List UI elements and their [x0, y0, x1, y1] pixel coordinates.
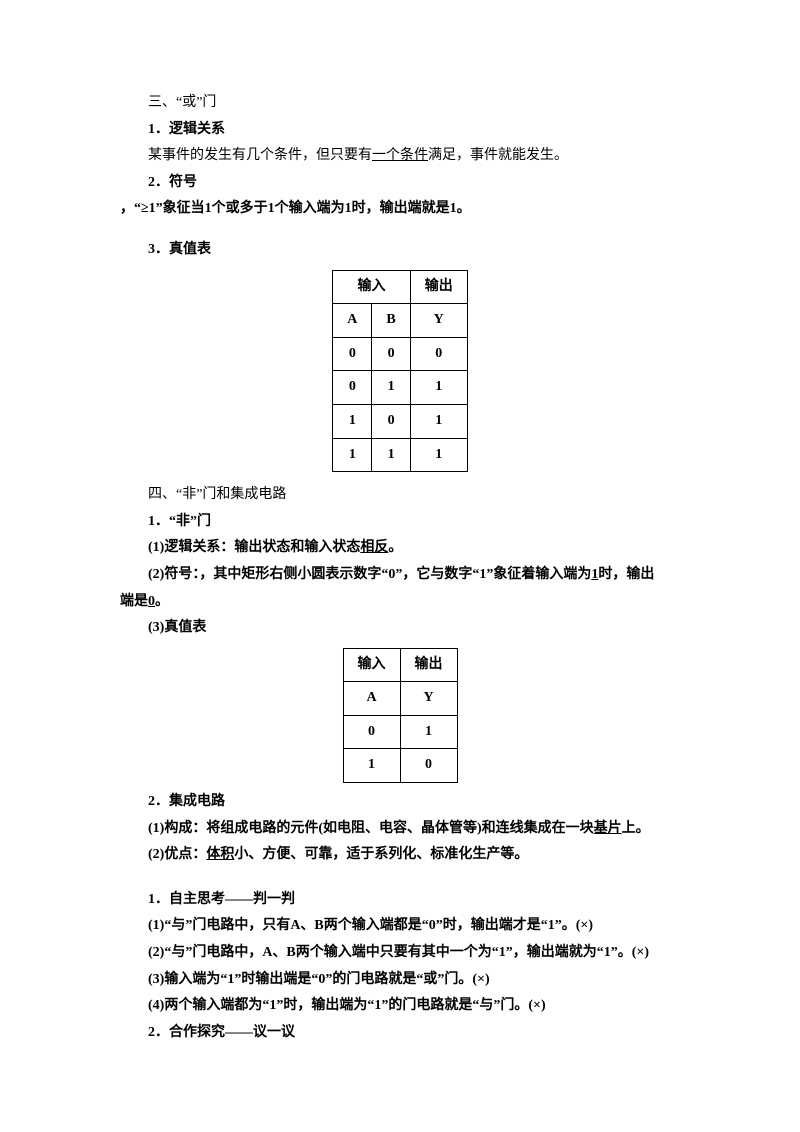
cell: 0	[333, 337, 372, 371]
underline-text: 0	[148, 594, 155, 609]
text: 。	[155, 594, 169, 609]
underline-text: 体积	[206, 847, 234, 862]
text: 满足，事件就能发生。	[428, 148, 568, 163]
s3-h2-para: ，“≥1”象征当1个或多于1个输入端为1时，输出端就是1。	[120, 196, 680, 223]
cell: 0	[400, 749, 457, 783]
exercise-q3: (3)输入端为“1”时输出端是“0”的门电路就是“或”门。(×)	[120, 967, 680, 994]
cell: 0	[372, 337, 410, 371]
text: 。	[388, 540, 402, 555]
text: 端是	[120, 594, 148, 609]
s4-h1: 1．“非”门	[120, 509, 680, 536]
section-3-title: 三、“或”门	[120, 90, 680, 117]
exercise-q1: (1)“与”门电路中，只有A、B两个输入端都是“0”时，输出端才是“1”。(×)	[120, 913, 680, 940]
cell: 1	[333, 404, 372, 438]
underline-text: 相反	[360, 540, 388, 555]
s4-h2: 2．集成电路	[120, 789, 680, 816]
s3-h1: 1．逻辑关系	[120, 117, 680, 144]
cell: 1	[410, 404, 467, 438]
s3-h3: 3．真值表	[120, 237, 680, 264]
s3-h2: 2．符号	[120, 170, 680, 197]
th-output: 输出	[410, 270, 467, 304]
th-input: 输入	[343, 648, 400, 682]
s4-p2b: 端是0。	[120, 589, 680, 616]
underline-text: 一个条件	[372, 148, 428, 163]
cell: 0	[343, 715, 400, 749]
th-a: A	[343, 682, 400, 716]
text: (2)符号：，其中矩形右侧小圆表示数字“0”，它与数字“1”象征着输入端为	[148, 567, 591, 582]
cell: 1	[372, 438, 410, 472]
cell: 0	[372, 404, 410, 438]
or-gate-truth-table: 输入 输出 A B Y 000 011 101 111	[332, 270, 467, 473]
exercise-h2: 2．合作探究——议一议	[120, 1020, 680, 1047]
text: (2)优点：	[148, 847, 206, 862]
th-input: 输入	[333, 270, 410, 304]
text: (1)构成：将组成电路的元件(如电阻、电容、晶体管等)和连线集成在一块	[148, 821, 594, 836]
cell: 1	[343, 749, 400, 783]
s4-p2: (2)符号：，其中矩形右侧小圆表示数字“0”，它与数字“1”象征着输入端为1时，…	[120, 562, 680, 589]
text: 某事件的发生有几个条件，但只要有	[148, 148, 372, 163]
cell: 0	[410, 337, 467, 371]
cell: 1	[410, 438, 467, 472]
th-b: B	[372, 304, 410, 338]
underline-text: 基片	[594, 821, 622, 836]
th-y: Y	[410, 304, 467, 338]
s4-ic1: (1)构成：将组成电路的元件(如电阻、电容、晶体管等)和连线集成在一块基片上。	[120, 816, 680, 843]
exercise-q2: (2)“与”门电路中，A、B两个输入端中只要有其中一个为“1”，输出端就为“1”…	[120, 940, 680, 967]
not-gate-truth-table: 输入 输出 A Y 01 10	[343, 648, 458, 783]
text: (1)逻辑关系：输出状态和输入状态	[148, 540, 360, 555]
text: 小、方便、可靠，适于系列化、标准化生产等。	[234, 847, 528, 862]
section-4-title: 四、“非”门和集成电路	[120, 482, 680, 509]
th-output: 输出	[400, 648, 457, 682]
text: 时，输出	[598, 567, 654, 582]
cell: 1	[400, 715, 457, 749]
cell: 1	[372, 371, 410, 405]
th-y: Y	[400, 682, 457, 716]
s3-h1-para: 某事件的发生有几个条件，但只要有一个条件满足，事件就能发生。	[120, 143, 680, 170]
cell: 1	[410, 371, 467, 405]
cell: 0	[333, 371, 372, 405]
th-a: A	[333, 304, 372, 338]
s4-p3: (3)真值表	[120, 615, 680, 642]
cell: 1	[333, 438, 372, 472]
text: 上。	[622, 821, 650, 836]
exercise-h1: 1．自主思考——判一判	[120, 887, 680, 914]
s4-ic2: (2)优点：体积小、方便、可靠，适于系列化、标准化生产等。	[120, 842, 680, 869]
s4-p1: (1)逻辑关系：输出状态和输入状态相反。	[120, 535, 680, 562]
exercise-q4: (4)两个输入端都为“1”时，输出端为“1”的门电路就是“与”门。(×)	[120, 993, 680, 1020]
